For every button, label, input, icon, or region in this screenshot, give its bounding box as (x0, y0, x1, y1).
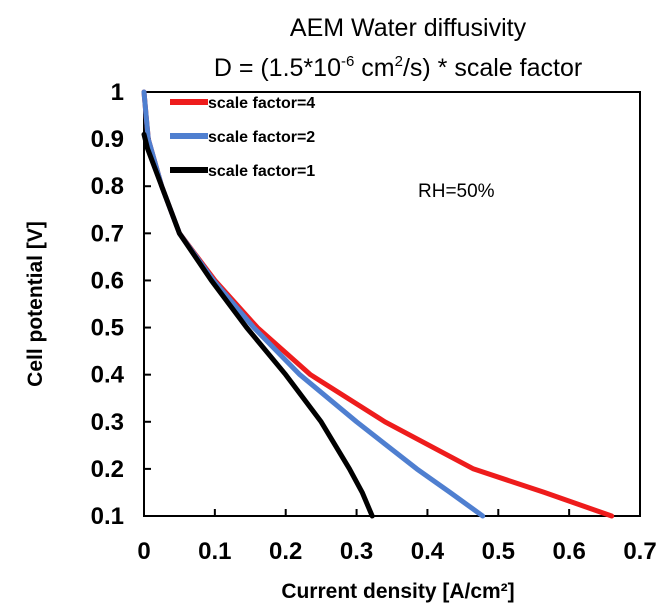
y-tick-label: 0.8 (91, 173, 124, 200)
x-tick-label: 0.6 (552, 538, 585, 565)
title-formula-exponent: -6 (341, 53, 354, 70)
chart-title-line2: D = (1.5*10-6 cm2/s) * scale factor (214, 53, 582, 82)
x-tick-label: 0.1 (198, 538, 231, 565)
series-layer (141, 89, 615, 519)
series-line-3 (141, 131, 375, 519)
x-tick-label: 0 (137, 538, 150, 565)
title-formula-unit-exponent: 2 (395, 53, 403, 70)
chart-title-line1: AEM Water diffusivity (290, 14, 527, 42)
axis-ticks: 0 0.1 0.2 0.3 0.4 0.5 0.6 0.7 0.1 0.2 0.3 0.4 0.5 0.6… (91, 79, 657, 565)
y-tick-label: 0.4 (91, 362, 125, 389)
series-line-2 (141, 89, 486, 519)
y-tick-label: 0.2 (91, 456, 124, 483)
x-tick-label: 0.7 (623, 538, 656, 565)
title-formula-prefix: D = (1.5*10 (214, 54, 341, 82)
title-formula-unit: cm (354, 54, 394, 82)
plot-frame (143, 91, 641, 517)
legend-label-1: scale factor=4 (208, 95, 315, 112)
series-line-1 (141, 89, 615, 519)
y-tick-label: 1 (111, 79, 124, 106)
y-axis-title: Cell potential [V] (24, 221, 47, 387)
legend-label-3: scale factor=1 (208, 163, 315, 180)
y-tick-label: 0.5 (91, 315, 124, 342)
x-tick-label: 0.2 (269, 538, 302, 565)
y-tick-label: 0.6 (91, 267, 124, 294)
y-tick-label: 0.9 (91, 126, 124, 153)
x-tick-label: 0.4 (411, 538, 445, 565)
x-tick-label: 0.3 (340, 538, 373, 565)
legend: scale factor=4 scale factor=2 scale factor… (170, 95, 315, 180)
x-axis-title: Current density [A/cm²] (281, 580, 514, 603)
legend-label-2: scale factor=2 (208, 129, 315, 146)
title-formula-suffix: /s) * scale factor (403, 54, 582, 82)
y-tick-label: 0.7 (91, 220, 124, 247)
y-tick-label: 0.3 (91, 409, 124, 436)
x-tick-label: 0.5 (482, 538, 515, 565)
y-tick-label: 0.1 (91, 503, 124, 530)
rh-annotation: RH=50% (418, 181, 495, 202)
